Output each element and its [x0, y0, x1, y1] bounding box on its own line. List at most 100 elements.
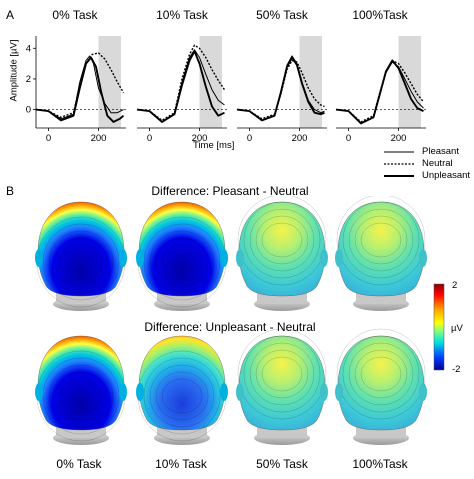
erp-title-2: 50% Task [256, 8, 308, 22]
contour-line [243, 201, 321, 279]
ear-right [119, 383, 127, 401]
contour-line [54, 237, 108, 287]
ear-right [119, 249, 127, 267]
head-surface [138, 201, 226, 297]
series-neutral [136, 44, 226, 122]
contour-line [149, 230, 215, 294]
analysis-window [299, 36, 322, 128]
topomap-unpleasant-minus-neutral [236, 328, 328, 445]
x-tick-label: 200 [91, 133, 107, 144]
ear-left [236, 383, 244, 401]
contour-line [60, 244, 102, 280]
contour-line [249, 208, 315, 272]
topomap-unpleasant-minus-neutral [136, 335, 228, 445]
contour-line [155, 371, 209, 421]
contour-line [336, 196, 426, 286]
erp-subplot: 0 200 [236, 36, 327, 144]
erp-title-0: 0% Task [52, 8, 98, 22]
contour-line [360, 222, 402, 258]
contour-line [249, 342, 315, 406]
contour-line [155, 237, 209, 287]
contour-line [42, 223, 120, 301]
topomap-pleasant-minus-neutral [35, 201, 127, 311]
x-tick-label: 0 [247, 133, 252, 144]
ear-right [220, 383, 228, 401]
legend-swatches [384, 151, 414, 177]
series-unpleasant [236, 56, 325, 122]
ear-left [236, 249, 244, 267]
panel-a-label: A [6, 8, 15, 22]
contour-line [237, 196, 327, 286]
ear-right [220, 249, 228, 267]
erp-plots: 0 200 0 2 4 0 200 0 200 0 200 [26, 36, 426, 144]
head-surface [37, 335, 125, 431]
contour-line [237, 328, 327, 420]
legend-label-neutral: Neutral [422, 158, 453, 169]
ear-left [136, 249, 144, 267]
contour-line [261, 222, 303, 258]
legend-label-unpleasant: Unpleasant [422, 170, 471, 181]
contour-line [360, 356, 402, 392]
erp-title-3: 100%Task [352, 8, 408, 22]
contour-line [42, 357, 120, 435]
ear-left [335, 249, 343, 267]
contour-line [348, 342, 414, 406]
topomap-grid [35, 196, 427, 445]
ear-left [335, 383, 343, 401]
contour-line [342, 201, 420, 279]
legend: Pleasant Neutral Unpleasant [384, 146, 470, 184]
topomap-unpleasant-minus-neutral [335, 328, 427, 445]
ear-right [419, 249, 427, 267]
topo-label-1: 10% Task [155, 457, 207, 471]
series-neutral [35, 52, 125, 119]
contour-line [255, 349, 309, 399]
series-unpleasant [335, 59, 424, 125]
erp-subplot: 0 200 [335, 36, 426, 144]
ear-right [419, 383, 427, 401]
topomap-pleasant-minus-neutral [136, 201, 228, 311]
ear-right [320, 383, 328, 401]
head-surface [37, 201, 125, 297]
series-unpleasant [35, 56, 125, 123]
contour-line [255, 215, 309, 265]
analysis-window [98, 36, 121, 128]
colorbar-min: -2 [452, 364, 461, 375]
contour-line [243, 335, 321, 413]
contour-line [342, 335, 420, 413]
y-tick-label: 2 [26, 74, 31, 85]
ear-left [136, 383, 144, 401]
contour-line [354, 215, 408, 265]
ear-left [35, 249, 43, 267]
contour-line [149, 364, 215, 428]
x-tick-label: 0 [46, 133, 51, 144]
analysis-window [199, 36, 222, 128]
head-surface [138, 335, 226, 431]
colorbar-max: 2 [452, 280, 458, 291]
diff-title-unpleasant: Difference: Unpleasant - Neutral [144, 320, 316, 334]
ear-right [320, 249, 328, 267]
erp-subplot: 0 200 [136, 36, 227, 144]
erp-xlabel: Time [ms] [193, 140, 235, 151]
contour-line [143, 223, 221, 301]
series-pleasant [35, 55, 124, 120]
legend-label-pleasant: Pleasant [422, 146, 459, 157]
topo-label-2: 50% Task [256, 457, 308, 471]
contour-line [161, 378, 203, 414]
contour-line [54, 371, 108, 421]
x-tick-label: 0 [147, 133, 152, 144]
x-tick-label: 200 [391, 133, 407, 144]
topo-label-0: 0% Task [56, 457, 102, 471]
x-tick-label: 0 [346, 133, 351, 144]
x-tick-label: 200 [292, 133, 308, 144]
topo-label-3: 100%Task [352, 457, 408, 471]
erp-subplot: 0 200 0 2 4 [26, 36, 126, 144]
contour-line [348, 208, 414, 272]
topomap-unpleasant-minus-neutral [35, 335, 127, 445]
contour-line [336, 328, 426, 420]
ear-left [35, 383, 43, 401]
topomap-pleasant-minus-neutral [236, 196, 328, 311]
panel-b-label: B [6, 184, 15, 198]
topomap-pleasant-minus-neutral [335, 196, 427, 311]
x-tick-label: 200 [192, 133, 208, 144]
diff-title-pleasant: Difference: Pleasant - Neutral [151, 184, 309, 198]
